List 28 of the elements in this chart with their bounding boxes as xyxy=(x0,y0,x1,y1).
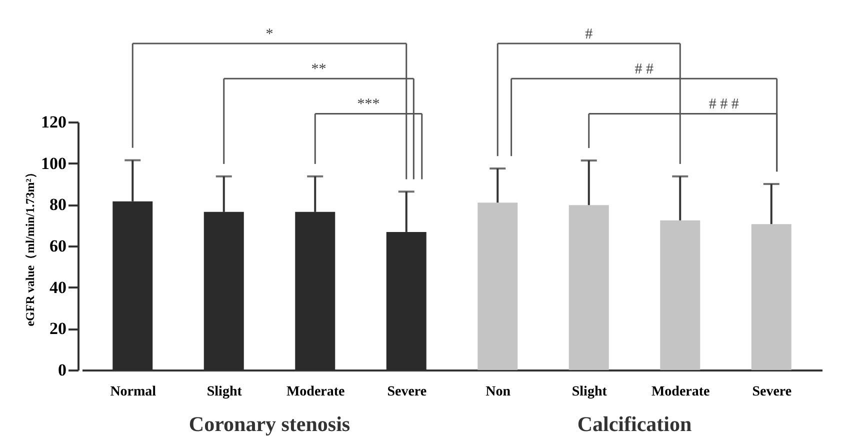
bar xyxy=(478,202,518,370)
y-tick-label: 60 xyxy=(50,236,66,256)
y-tick-label: 40 xyxy=(50,278,66,297)
y-tick-label: 80 xyxy=(50,195,66,214)
y-tick-label: 120 xyxy=(41,112,66,132)
text: Calcification xyxy=(577,412,692,436)
y-tick-label: 20 xyxy=(50,319,66,338)
text: # xyxy=(585,26,594,42)
x-tick-label: Slight xyxy=(572,384,608,400)
x-tick-label: Severe xyxy=(752,384,792,400)
x-tick-label: Non xyxy=(486,384,511,400)
text: * xyxy=(266,26,274,42)
x-tick-label: Severe xyxy=(387,384,427,400)
bar xyxy=(660,220,700,370)
x-tick-label: Normal xyxy=(110,384,156,400)
text: ** xyxy=(311,62,326,78)
x-tick-label: Slight xyxy=(206,384,242,400)
text: # # xyxy=(634,62,654,78)
bar xyxy=(568,205,609,370)
x-tick-label: Moderate xyxy=(286,384,345,400)
text: Coronary stenosis xyxy=(188,412,350,436)
text: *** xyxy=(357,96,380,113)
text: # # # xyxy=(708,96,740,113)
y-tick-label: 0 xyxy=(58,360,66,380)
y-tick-label: 100 xyxy=(41,154,66,173)
bar xyxy=(751,224,792,370)
x-tick-label: Moderate xyxy=(651,384,710,400)
y-axis-title: eGFR value（ml/min/1.73m²） xyxy=(23,166,37,326)
